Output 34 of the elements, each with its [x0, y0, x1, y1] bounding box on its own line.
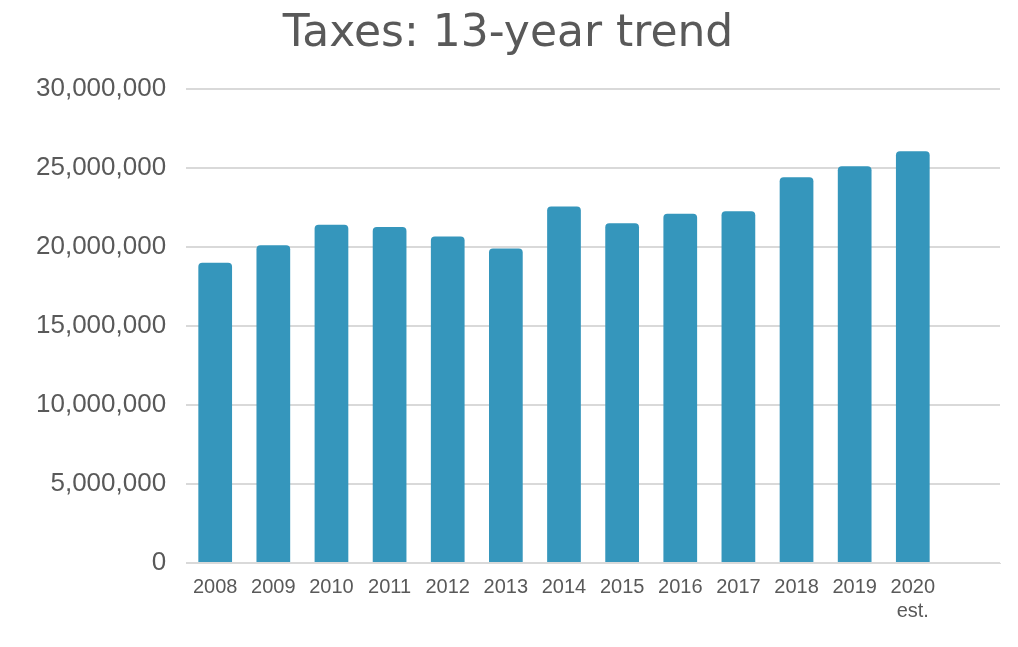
bar	[372, 227, 407, 562]
y-tick-label: 30,000,000	[35, 71, 167, 102]
x-tick-label: 2010	[309, 574, 354, 597]
bar	[314, 224, 349, 562]
bar	[256, 245, 291, 562]
bar	[837, 166, 872, 562]
bar	[547, 206, 581, 562]
x-tick-label: 2018	[774, 574, 819, 597]
bar	[198, 262, 233, 562]
y-tick-label: 5,000,000	[50, 467, 167, 498]
bar	[605, 223, 639, 562]
bar	[779, 177, 814, 562]
y-tick-label: 0	[151, 546, 167, 577]
y-tick-label: 15,000,000	[35, 309, 167, 340]
x-tick-label: 2013	[483, 574, 529, 597]
x-tick-label: 2009	[251, 574, 296, 597]
x-tick-label: 2008	[192, 574, 238, 597]
x-tick-label: 2015	[599, 574, 645, 597]
bar	[721, 211, 756, 562]
x-tick-label: 2016	[658, 574, 703, 597]
x-tick-label: 2012	[425, 574, 470, 597]
y-tick-label: 20,000,000	[35, 230, 167, 261]
bar	[489, 248, 523, 562]
x-tick-label: 2014	[541, 574, 587, 597]
x-tick-label: 2020 est.	[890, 574, 936, 621]
chart-title: Taxes: 13-year trend	[281, 4, 734, 56]
x-tick-label: 2017	[716, 574, 761, 597]
y-tick-label: 10,000,000	[35, 388, 167, 419]
bar	[663, 213, 698, 562]
bar	[430, 236, 465, 562]
x-tick-label: 2011	[368, 574, 412, 597]
x-tick-label: 2019	[832, 574, 877, 597]
y-tick-label: 25,000,000	[35, 151, 167, 182]
bar	[895, 151, 930, 562]
